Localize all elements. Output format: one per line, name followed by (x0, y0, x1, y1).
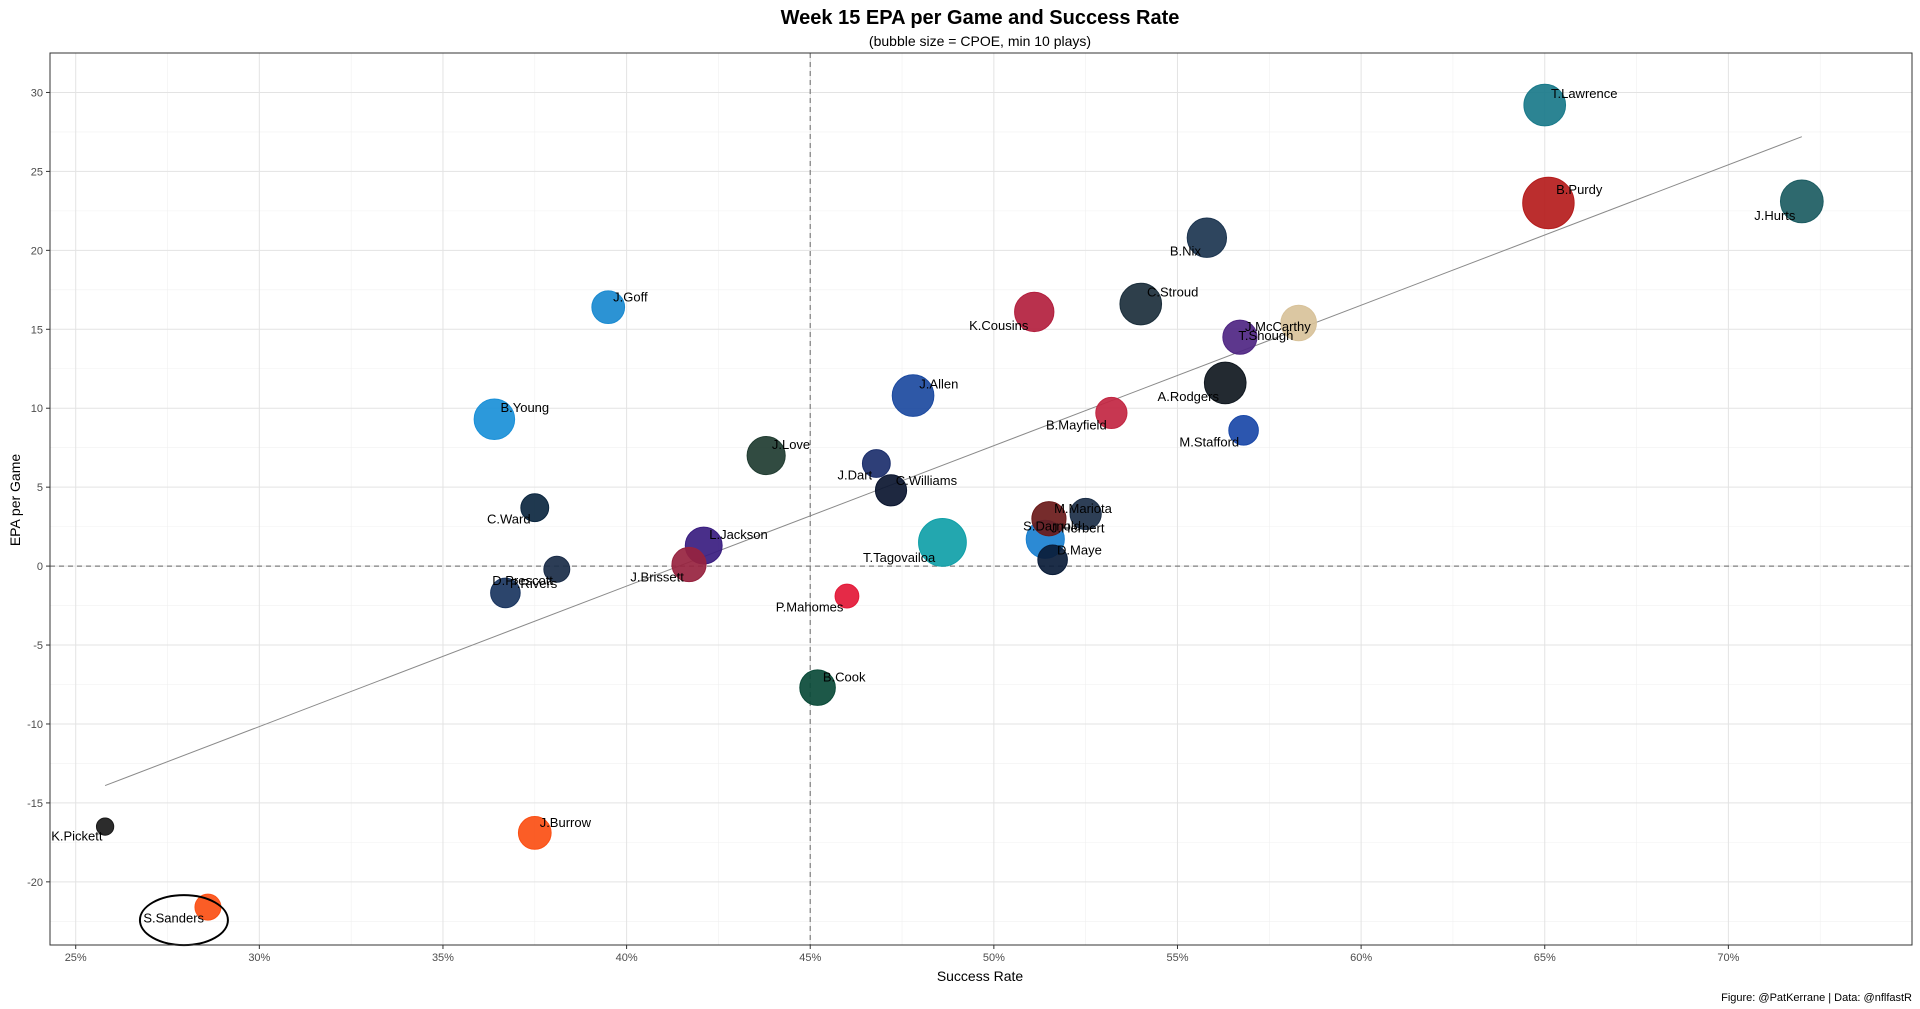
point-j-dart (861, 449, 891, 478)
label-j-allen: J.Allen (919, 376, 958, 391)
point-j-hurts (1779, 179, 1824, 224)
x-tick-label: 30% (248, 952, 270, 964)
y-tick-label: 30 (31, 87, 43, 99)
point-c-williams (874, 474, 908, 507)
label-j-love: J.Love (772, 437, 810, 452)
label-j-brissett: J.Brissett (630, 569, 684, 584)
point-b-young (473, 398, 516, 441)
point-m-mariota (1031, 501, 1067, 537)
point-c-stroud (1119, 282, 1163, 326)
data-points (95, 83, 1824, 921)
point-c-ward (520, 493, 550, 523)
grid-lines (50, 53, 1912, 945)
label-m-stafford: M.Stafford (1179, 434, 1239, 449)
point-d-maye (1037, 544, 1068, 576)
label-b-cook: B.Cook (823, 669, 866, 684)
label-b-young: B.Young (500, 400, 549, 415)
label-j-herbert: J.Herbert (1051, 521, 1105, 536)
chart-title: Week 15 EPA per Game and Success Rate (781, 7, 1180, 29)
point-a-rodgers (1203, 361, 1247, 405)
y-axis-label: EPA per Game (7, 454, 23, 547)
label-m-mariota: M.Mariota (1054, 501, 1113, 516)
label-c-williams: C.Williams (896, 473, 958, 488)
point-t-tagovailoa (918, 518, 967, 567)
point-p-rivers (490, 577, 521, 609)
y-tick-label: -20 (27, 877, 43, 889)
point-p-mahomes (834, 583, 860, 609)
x-tick-label: 40% (616, 952, 638, 964)
point-j-allen (891, 374, 935, 417)
label-t-lawrence: T.Lawrence (1551, 86, 1617, 101)
x-axis-label: Success Rate (937, 968, 1024, 984)
label-j-hurts: J.Hurts (1754, 208, 1796, 223)
point-j-love (746, 436, 786, 476)
point-k-pickett (95, 817, 115, 836)
trend-line (104, 136, 1803, 787)
point-t-shough (1280, 304, 1317, 342)
point-b-purdy (1522, 176, 1575, 230)
point-labels: T.Lawrence J.Hurts B.Purdy B.Nix C.Stroud K.C… (51, 86, 1796, 926)
point-b-mayfield (1095, 396, 1128, 430)
label-d-maye: D.Maye (1057, 543, 1102, 558)
point-j-mccarthy (1222, 319, 1258, 355)
label-l-jackson: L.Jackson (709, 527, 768, 542)
point-k-cousins (1014, 291, 1055, 333)
label-k-pickett: K.Pickett (51, 829, 103, 844)
x-axis-ticks: 25% 30% 35% 40% 45% 50% 55% 60% 65% 70% (65, 945, 1740, 964)
label-c-stroud: C.Stroud (1147, 285, 1198, 300)
y-tick-label: -5 (33, 640, 43, 652)
label-p-mahomes: P.Mahomes (776, 599, 844, 614)
x-tick-label: 25% (65, 952, 87, 964)
x-tick-label: 35% (432, 952, 454, 964)
x-tick-label: 50% (983, 952, 1005, 964)
y-tick-label: -10 (27, 719, 43, 731)
point-b-cook (799, 669, 836, 706)
label-j-goff: J.Goff (613, 289, 648, 304)
label-j-mccarthy: J.McCarthy (1245, 319, 1311, 334)
y-tick-label: 10 (31, 403, 43, 415)
x-tick-label: 70% (1717, 952, 1739, 964)
point-t-lawrence (1523, 83, 1567, 127)
x-tick-label: 65% (1534, 952, 1556, 964)
label-k-cousins: K.Cousins (969, 318, 1029, 333)
label-t-tagovailoa: T.Tagovailoa (863, 550, 936, 565)
point-j-burrow (517, 816, 552, 850)
plot-panel-border (49, 52, 1913, 946)
label-j-burrow: J.Burrow (540, 815, 592, 830)
reference-lines (50, 53, 1912, 945)
chart-subtitle: (bubble size = CPOE, min 10 plays) (869, 33, 1091, 49)
x-tick-label: 60% (1350, 952, 1372, 964)
label-b-purdy: B.Purdy (1556, 182, 1603, 197)
y-axis-ticks: -20 -15 -10 -5 0 5 10 15 20 25 30 (27, 87, 50, 889)
y-tick-label: 25 (31, 166, 43, 178)
y-tick-label: 0 (37, 561, 43, 573)
label-d-prescott: D.Prescott (492, 573, 553, 588)
y-tick-label: 15 (31, 324, 43, 336)
chart-caption: Figure: @PatKerrane | Data: @nflfastR (1721, 992, 1912, 1004)
x-tick-label: 45% (799, 952, 821, 964)
x-tick-label: 55% (1166, 952, 1188, 964)
point-s-darnold (1069, 497, 1102, 531)
y-tick-label: 5 (37, 482, 43, 494)
label-p-rivers: P.Rivers (510, 576, 558, 591)
point-m-stafford (1228, 415, 1259, 446)
label-c-ward: C.Ward (487, 512, 531, 527)
label-a-rodgers: A.Rodgers (1158, 389, 1220, 404)
regression-line (104, 136, 1803, 787)
point-j-brissett (671, 546, 707, 583)
point-j-goff (591, 290, 626, 325)
point-b-nix (1186, 217, 1228, 258)
point-d-prescott (543, 555, 571, 583)
label-s-sanders: S.Sanders (143, 911, 204, 926)
label-b-nix: B.Nix (1170, 244, 1202, 259)
label-s-darnold: S.Darnold (1023, 518, 1081, 533)
label-t-shough: T.Shough (1238, 328, 1293, 343)
y-tick-label: -15 (27, 798, 43, 810)
label-j-dart: J.Dart (837, 467, 872, 482)
label-b-mayfield: B.Mayfield (1046, 417, 1107, 432)
y-tick-label: 20 (31, 245, 43, 257)
